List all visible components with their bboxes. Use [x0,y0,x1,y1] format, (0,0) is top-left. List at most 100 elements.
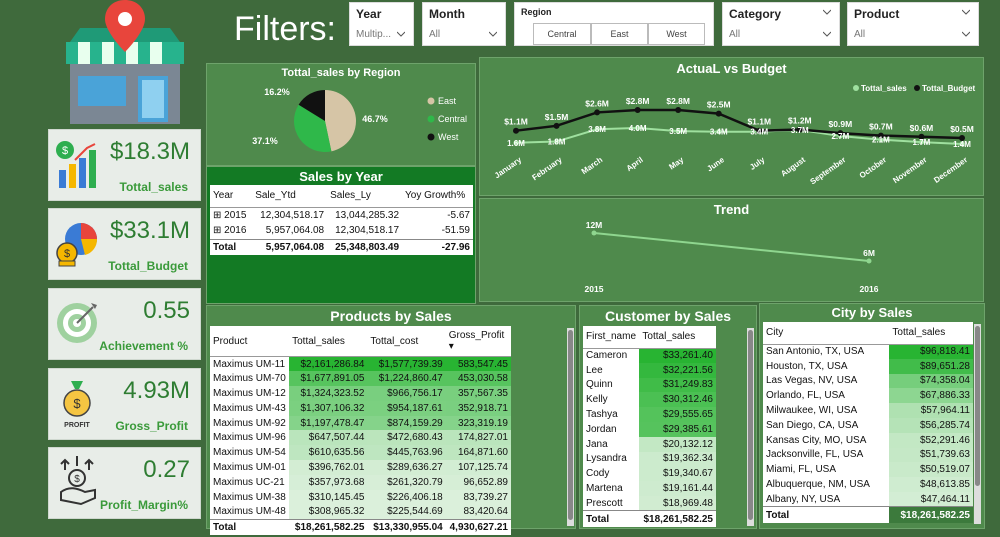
column-header[interactable]: Product [210,326,290,357]
budget-data-label: $0.6M [910,123,934,133]
table-row[interactable]: Prescott $18,969.48 [583,495,716,511]
table-row[interactable]: Maximus UM-70 $1,677,891.05 $1,224,860.47 4… [210,371,511,387]
scrollbar[interactable] [747,328,754,526]
budget-data-label: $1.1M [504,117,528,127]
table-row[interactable]: Milwaukee, WI, USA $57,964.11 [763,403,973,418]
chevron-down-icon[interactable] [823,30,831,38]
table-row[interactable]: Cameron $33,261.40 [583,348,716,363]
table-row[interactable]: Maximus UM-92 $1,197,478.47 $874,159.29 323… [210,415,511,431]
x-tick-label: December [932,155,969,185]
table-cell: $874,159.29 [367,415,446,431]
column-header[interactable]: City [763,322,890,345]
table-row[interactable]: Maximus UM-01 $396,762.01 $289,636.27 107,1… [210,460,511,475]
column-header[interactable]: Tottal_sales [289,326,368,357]
table-row[interactable]: Albuquerque, NM, USA $48,613.85 [763,477,973,492]
table-row[interactable]: Quinn $31,249.83 [583,377,716,393]
table-row[interactable]: Albany, NY, USA $47,464.11 [763,491,973,507]
column-header[interactable]: Year [210,185,253,208]
table-cell: $19,340.67 [639,466,716,482]
region-option-central[interactable]: Central [533,23,591,45]
table-row[interactable]: Maximus UM-96 $647,507.44 $472,680.43 174,8… [210,430,511,446]
budget-data-label: $2.5M [707,100,731,110]
sales-point [675,128,681,134]
table-row[interactable]: Lee $32,221.56 [583,362,716,378]
x-tick-label: April [625,155,645,173]
x-tick-label: October [858,155,888,180]
column-header[interactable]: Tottal_sales [889,322,973,345]
x-tick-label: July [748,155,767,172]
sales-data-label: 3.5M [669,127,687,136]
table-cell: $57,964.11 [889,403,973,418]
panel-title: Products by Sales [330,308,452,324]
table-row[interactable]: Maximus UM-11 $2,161,286.84 $1,577,739.39 5… [210,356,511,372]
table-cell: $261,320.79 [367,474,446,490]
table-cell: $226,406.18 [367,489,446,505]
category-filter[interactable]: Category All [722,2,840,46]
table-row[interactable]: San Diego, CA, USA $56,285.74 [763,417,973,433]
table-row[interactable]: Miami, FL, USA $50,519.07 [763,462,973,478]
product-filter[interactable]: Product All [847,2,979,46]
column-header[interactable]: Tottal_sales [639,326,716,349]
chevron-down-icon[interactable] [823,8,831,16]
chevron-down-icon[interactable] [397,30,405,38]
column-header[interactable]: First_name [583,326,640,349]
scrollbar[interactable] [974,324,981,524]
chevron-down-icon[interactable] [489,30,497,38]
table-row[interactable]: Lysandra $19,362.34 [583,451,716,467]
table-cell: $31,249.83 [639,377,716,393]
region-option-west[interactable]: West [648,23,705,45]
svg-text:$: $ [62,145,68,157]
budget-point [877,132,884,139]
region-option-east[interactable]: East [591,23,648,45]
kpi-value: 4.93M [123,377,190,404]
year-filter[interactable]: Year Multip... [349,2,414,46]
table-row[interactable]: Jana $20,132.12 [583,436,716,452]
column-header[interactable]: Yoy Growth% [402,185,473,208]
column-header[interactable]: Sales_Ly [327,185,403,208]
total-cell: Total [583,510,640,527]
pie-label: 46.7% [362,114,388,124]
total-row: Total 5,957,064.08 25,348,803.49 -27.96 [210,238,473,255]
table-cell: Jacksonville, FL, USA [766,449,864,461]
table-row[interactable]: Maximus UM-54 $610,635.56 $445,763.96 164,8… [210,445,511,461]
table-cell: Orlando, FL, USA [766,390,845,402]
table-cell: 323,319.19 [445,415,511,431]
column-header[interactable]: Tottal_cost [367,326,446,357]
trend-point [591,230,597,236]
table-row[interactable]: Maximus UC-21 $357,973.68 $261,320.79 96,65… [210,474,511,490]
pie-chart-money-icon: $ [56,223,98,267]
table-row[interactable]: ⊞ 2016 5,957,064.08 12,304,518.17 -51.59 [210,223,473,239]
table-row[interactable]: Maximus UM-12 $1,324,323.52 $966,756.17 357… [210,386,511,401]
table-row[interactable]: Maximus UM-38 $310,145.45 $226,406.18 83,73… [210,489,511,505]
table-row[interactable]: Kelly $30,312.46 [583,392,716,408]
column-header[interactable]: Sale_Ytd [252,185,328,208]
table-row[interactable]: Cody $19,340.67 [583,466,716,482]
budget-point [675,107,682,113]
table-row[interactable]: Maximus UM-48 $308,965.32 $225,544.69 83,42… [210,504,511,520]
budget-point [634,107,641,113]
month-filter[interactable]: Month All [422,2,506,46]
chevron-down-icon[interactable] [962,8,970,16]
sales-point [513,140,519,146]
scrollbar[interactable] [567,328,574,526]
table-cell: $52,291.46 [889,432,973,448]
chevron-down-icon[interactable] [962,30,970,38]
column-header[interactable]: Gross_Profit ▾ [445,326,511,357]
table-row[interactable]: San Antonio, TX, USA $96,818.41 [763,344,973,359]
table-cell: Maximus UC-21 [213,476,285,488]
sales-data-label: 1.6M [507,139,525,148]
table-row[interactable]: Tashya $29,555.65 [583,407,716,422]
table-row[interactable]: Martena $19,161.44 [583,481,716,496]
table-row[interactable]: Jordan $29,385.61 [583,421,716,437]
budget-data-label: $1.2M [788,115,812,125]
table-row[interactable]: Maximus UM-43 $1,307,106.32 $954,187.61 352… [210,400,511,416]
table-row[interactable]: Houston, TX, USA $89,651.28 [763,358,973,374]
table-row[interactable]: ⊞ 2015 12,304,518.17 13,044,285.32 -5.67 [210,207,473,223]
table-row[interactable]: Orlando, FL, USA $67,886.33 [763,388,973,404]
table-row[interactable]: Kansas City, MO, USA $52,291.46 [763,432,973,448]
table-row[interactable]: Jacksonville, FL, USA $51,739.63 [763,447,973,463]
table-row[interactable]: Las Vegas, NV, USA $74,358.04 [763,373,973,389]
target-icon [57,303,97,343]
trend-panel: Trend 12M 2015 6M 2016 [479,198,984,302]
table-cell: Kansas City, MO, USA [766,434,867,446]
